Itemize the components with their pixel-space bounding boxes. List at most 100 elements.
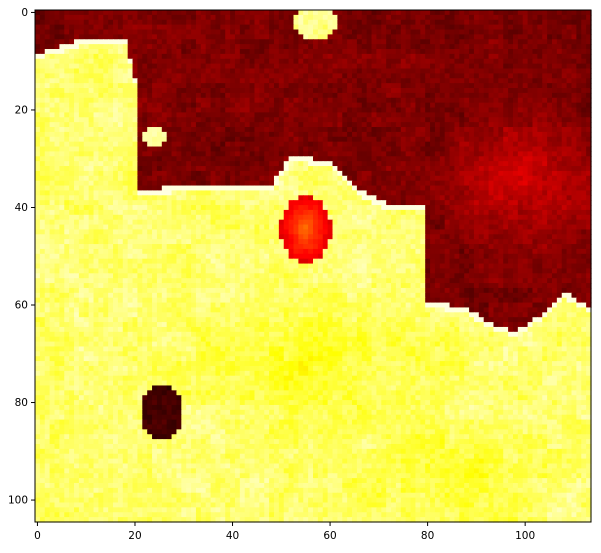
heatmap-cell — [342, 127, 348, 133]
heatmap-cell — [434, 180, 441, 187]
heatmap-cell — [313, 112, 319, 118]
heatmap-cell — [347, 122, 353, 128]
heatmap-cell — [195, 92, 202, 99]
heatmap-cell — [371, 14, 378, 21]
heatmap-cell — [400, 156, 407, 162]
heatmap-cell — [93, 97, 100, 104]
heatmap-cell — [551, 92, 558, 99]
heatmap-cell — [283, 136, 290, 143]
heatmap-cell — [459, 141, 465, 148]
heatmap-cell — [542, 209, 548, 216]
heatmap-cell — [522, 161, 529, 167]
heatmap-cell — [547, 78, 553, 84]
heatmap-cell — [581, 10, 587, 16]
heatmap-cell — [551, 170, 558, 177]
heatmap-cell — [415, 219, 421, 226]
heatmap-cell — [395, 219, 402, 226]
heatmap-cell — [278, 102, 285, 109]
heatmap-cell — [137, 219, 143, 226]
heatmap-cell — [156, 180, 163, 187]
heatmap-cell — [464, 122, 470, 128]
heatmap-cell — [93, 39, 100, 45]
heatmap-cell — [527, 44, 534, 50]
heatmap-cell — [347, 180, 353, 187]
heatmap-cell — [327, 29, 334, 35]
heatmap-cell — [113, 102, 119, 109]
heatmap-cell — [488, 39, 495, 45]
heatmap-cell — [171, 73, 178, 79]
heatmap-cell — [381, 200, 387, 206]
heatmap-cell — [293, 166, 299, 172]
heatmap-cell — [69, 122, 75, 128]
heatmap-cell — [410, 122, 417, 128]
heatmap-cell — [454, 97, 460, 104]
heatmap-cell — [93, 200, 100, 206]
heatmap-cell — [542, 170, 548, 177]
heatmap-cell — [347, 53, 353, 60]
heatmap-cell — [566, 136, 573, 143]
heatmap-cell — [381, 112, 387, 118]
heatmap-cell — [561, 180, 568, 187]
heatmap-cell — [88, 14, 95, 21]
heatmap-cell — [117, 83, 124, 89]
heatmap-cell — [288, 14, 295, 21]
heatmap-cell — [308, 156, 314, 162]
heatmap-cell — [152, 14, 158, 21]
heatmap-cell — [142, 112, 148, 118]
heatmap-cell — [44, 34, 51, 40]
heatmap-cell — [244, 63, 251, 70]
heatmap-cell — [352, 49, 358, 55]
heatmap-cell — [288, 68, 295, 74]
heatmap-cell — [234, 34, 241, 40]
heatmap-cell — [327, 112, 334, 118]
heatmap-cell — [200, 209, 207, 216]
heatmap-cell — [395, 39, 402, 45]
heatmap-cell — [371, 19, 378, 26]
heatmap-cell — [69, 88, 75, 94]
heatmap-cell — [103, 58, 109, 65]
heatmap-cell — [181, 209, 187, 216]
heatmap-cell — [381, 34, 387, 40]
heatmap-cell — [561, 73, 568, 79]
heatmap-cell — [215, 10, 221, 16]
heatmap-cell — [54, 83, 60, 89]
heatmap-cell — [195, 83, 202, 89]
heatmap-cell — [586, 175, 592, 182]
heatmap-cell — [410, 97, 417, 104]
heatmap-cell — [527, 156, 534, 162]
heatmap-cell — [337, 209, 343, 216]
heatmap-cell — [191, 49, 197, 55]
heatmap-cell — [244, 14, 251, 21]
heatmap-cell — [308, 14, 314, 21]
heatmap-cell — [152, 34, 158, 40]
heatmap-cell — [556, 141, 563, 148]
heatmap-cell — [156, 131, 163, 138]
heatmap-cell — [264, 88, 270, 94]
heatmap-cell — [210, 205, 217, 211]
heatmap-cell — [327, 185, 334, 192]
heatmap-cell — [478, 78, 485, 84]
heatmap-cell — [405, 185, 412, 192]
heatmap-cell — [234, 97, 241, 104]
heatmap-cell — [444, 131, 451, 138]
heatmap-cell — [259, 214, 265, 221]
heatmap-cell — [191, 131, 197, 138]
heatmap-cell — [273, 68, 280, 74]
heatmap-cell — [298, 73, 304, 79]
heatmap-cell — [376, 92, 382, 99]
heatmap-cell — [122, 209, 129, 216]
heatmap-cell — [103, 190, 109, 196]
heatmap-cell — [161, 78, 168, 84]
heatmap-cell — [239, 97, 246, 104]
heatmap-cell — [278, 107, 285, 113]
heatmap-cell — [347, 195, 353, 201]
heatmap-cell — [347, 156, 353, 162]
heatmap-cell — [152, 205, 158, 211]
heatmap-cell — [113, 68, 119, 74]
heatmap-cell — [478, 127, 485, 133]
heatmap-cell — [142, 219, 148, 226]
heatmap-cell — [254, 112, 260, 118]
heatmap-cell — [44, 29, 51, 35]
heatmap-cell — [376, 83, 382, 89]
heatmap-cell — [493, 156, 499, 162]
